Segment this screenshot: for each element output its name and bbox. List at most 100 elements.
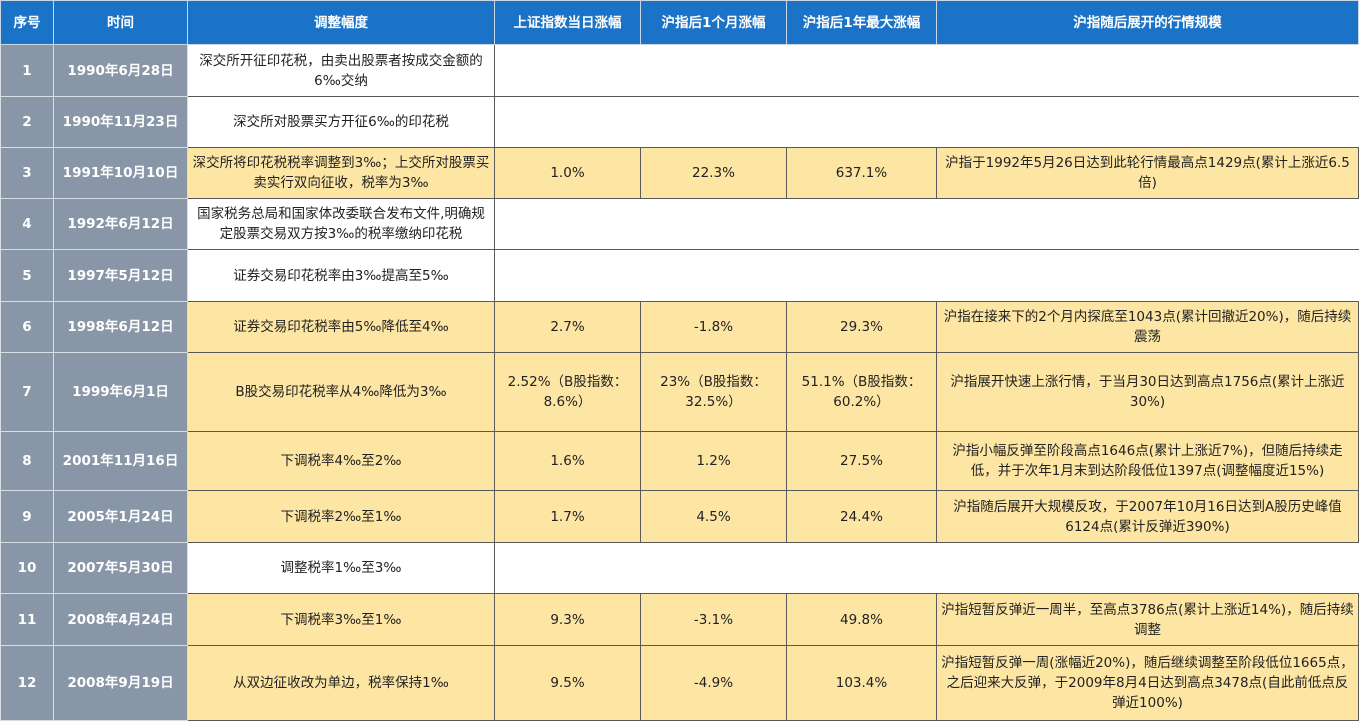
header-date: 时间: [53, 0, 188, 45]
table-row: 1 1990年6月28日 深交所开征印花税，由卖出股票者按成交金额的6‰交纳: [0, 44, 1359, 97]
date-cell: 1992年6月12日: [53, 198, 188, 250]
trend-cell: 沪指在接来下的2个月内探底至1043点(累计回撤近20%)，随后持续震荡: [936, 301, 1359, 353]
header-row: 序号 时间 调整幅度 上证指数当日涨幅 沪指后1个月涨幅 沪指后1年最大涨幅 沪指随后展开的…: [0, 0, 1359, 45]
year-max-cell: [786, 96, 937, 148]
date-cell: 2008年4月24日: [53, 593, 188, 646]
date-cell: 2001年11月16日: [53, 431, 188, 491]
change-cell: 证券交易印花税率由5‰降低至4‰: [187, 301, 495, 353]
change-cell: 下调税率4‰至2‰: [187, 431, 495, 491]
change-cell: 证券交易印花税率由3‰提高至5‰: [187, 249, 495, 302]
change-cell: 下调税率3‰至1‰: [187, 593, 495, 646]
table-row: 6 1998年6月12日 证券交易印花税率由5‰降低至4‰ 2.7% -1.8% 29.3…: [0, 301, 1359, 353]
year-max-cell: 27.5%: [786, 431, 937, 491]
month-change-cell: [640, 44, 787, 97]
date-cell: 1998年6月12日: [53, 301, 188, 353]
date-cell: 2005年1月24日: [53, 490, 188, 543]
index-cell: 12: [0, 645, 54, 721]
trend-cell: [936, 249, 1359, 302]
header-year-max: 沪指后1年最大涨幅: [786, 0, 937, 45]
month-change-cell: -3.1%: [640, 593, 787, 646]
date-cell: 1990年11月23日: [53, 96, 188, 148]
day-change-cell: 9.3%: [494, 593, 641, 646]
index-cell: 5: [0, 249, 54, 302]
header-day-change: 上证指数当日涨幅: [494, 0, 641, 45]
day-change-cell: 2.7%: [494, 301, 641, 353]
header-month-change: 沪指后1个月涨幅: [640, 0, 787, 45]
month-change-cell: [640, 542, 787, 594]
month-change-cell: -1.8%: [640, 301, 787, 353]
index-cell: 6: [0, 301, 54, 353]
month-change-cell: [640, 96, 787, 148]
table-row: 8 2001年11月16日 下调税率4‰至2‰ 1.6% 1.2% 27.5% 沪指小幅反弹…: [0, 431, 1359, 491]
year-max-cell: 51.1%（B股指数：60.2%）: [786, 352, 937, 432]
day-change-cell: [494, 198, 641, 250]
trend-cell: [936, 96, 1359, 148]
date-cell: 2007年5月30日: [53, 542, 188, 594]
index-cell: 11: [0, 593, 54, 646]
table-row: 5 1997年5月12日 证券交易印花税率由3‰提高至5‰: [0, 249, 1359, 302]
year-max-cell: [786, 44, 937, 97]
change-cell: 从双边征收改为单边，税率保持1‰: [187, 645, 495, 721]
day-change-cell: [494, 96, 641, 148]
index-cell: 4: [0, 198, 54, 250]
change-cell: 下调税率2‰至1‰: [187, 490, 495, 543]
header-change: 调整幅度: [187, 0, 495, 45]
year-max-cell: 24.4%: [786, 490, 937, 543]
month-change-cell: [640, 198, 787, 250]
table-row: 4 1992年6月12日 国家税务总局和国家体改委联合发布文件,明确规定股票交易双方…: [0, 198, 1359, 250]
change-cell: 国家税务总局和国家体改委联合发布文件,明确规定股票交易双方按3‰的税率缴纳印花税: [187, 198, 495, 250]
change-cell: B股交易印花税率从4‰降低为3‰: [187, 352, 495, 432]
change-cell: 深交所开征印花税，由卖出股票者按成交金额的6‰交纳: [187, 44, 495, 97]
year-max-cell: 103.4%: [786, 645, 937, 721]
table-row: 3 1991年10月10日 深交所将印花税税率调整到3‰；上交所对股票买卖实行双向征…: [0, 147, 1359, 199]
month-change-cell: 22.3%: [640, 147, 787, 199]
table-row: 11 2008年4月24日 下调税率3‰至1‰ 9.3% -3.1% 49.8% 沪指短暂反…: [0, 593, 1359, 646]
table-row: 2 1990年11月23日 深交所对股票买方开征6‰的印花税: [0, 96, 1359, 148]
header-trend: 沪指随后展开的行情规模: [936, 0, 1359, 45]
day-change-cell: 1.7%: [494, 490, 641, 543]
month-change-cell: -4.9%: [640, 645, 787, 721]
change-cell: 深交所将印花税税率调整到3‰；上交所对股票买卖实行双向征收，税率为3‰: [187, 147, 495, 199]
trend-cell: 沪指短暂反弹近一周半，至高点3786点(累计上涨近14%)，随后持续调整: [936, 593, 1359, 646]
change-cell: 深交所对股票买方开征6‰的印花税: [187, 96, 495, 148]
trend-cell: 沪指展开快速上涨行情，于当月30日达到高点1756点(累计上涨近30%): [936, 352, 1359, 432]
trend-cell: [936, 542, 1359, 594]
day-change-cell: 1.6%: [494, 431, 641, 491]
month-change-cell: 4.5%: [640, 490, 787, 543]
date-cell: 1990年6月28日: [53, 44, 188, 97]
index-cell: 8: [0, 431, 54, 491]
index-cell: 9: [0, 490, 54, 543]
year-max-cell: [786, 542, 937, 594]
index-cell: 2: [0, 96, 54, 148]
index-cell: 7: [0, 352, 54, 432]
day-change-cell: 9.5%: [494, 645, 641, 721]
date-cell: 1991年10月10日: [53, 147, 188, 199]
trend-cell: 沪指于1992年5月26日达到此轮行情最高点1429点(累计上涨近6.5倍): [936, 147, 1359, 199]
day-change-cell: [494, 542, 641, 594]
month-change-cell: 1.2%: [640, 431, 787, 491]
table-row: 12 2008年9月19日 从双边征收改为单边，税率保持1‰ 9.5% -4.9% 103…: [0, 645, 1359, 721]
trend-cell: 沪指短暂反弹一周(涨幅近20%)，随后继续调整至阶段低位1665点，之后迎来大反…: [936, 645, 1359, 721]
year-max-cell: [786, 249, 937, 302]
change-cell: 调整税率1‰至3‰: [187, 542, 495, 594]
index-cell: 3: [0, 147, 54, 199]
index-cell: 1: [0, 44, 54, 97]
index-cell: 10: [0, 542, 54, 594]
year-max-cell: 49.8%: [786, 593, 937, 646]
trend-cell: [936, 198, 1359, 250]
trend-cell: 沪指随后展开大规模反攻，于2007年10月16日达到A股历史峰值6124点(累计…: [936, 490, 1359, 543]
day-change-cell: [494, 44, 641, 97]
day-change-cell: 2.52%（B股指数：8.6%）: [494, 352, 641, 432]
day-change-cell: [494, 249, 641, 302]
year-max-cell: 29.3%: [786, 301, 937, 353]
trend-cell: 沪指小幅反弹至阶段高点1646点(累计上涨近7%)，但随后持续走低，并于次年1月…: [936, 431, 1359, 491]
month-change-cell: 23%（B股指数：32.5%）: [640, 352, 787, 432]
table-row: 9 2005年1月24日 下调税率2‰至1‰ 1.7% 4.5% 24.4% 沪指随后展开大…: [0, 490, 1359, 543]
date-cell: 1997年5月12日: [53, 249, 188, 302]
trend-cell: [936, 44, 1359, 97]
year-max-cell: 637.1%: [786, 147, 937, 199]
table-row: 10 2007年5月30日 调整税率1‰至3‰: [0, 542, 1359, 594]
date-cell: 2008年9月19日: [53, 645, 188, 721]
month-change-cell: [640, 249, 787, 302]
